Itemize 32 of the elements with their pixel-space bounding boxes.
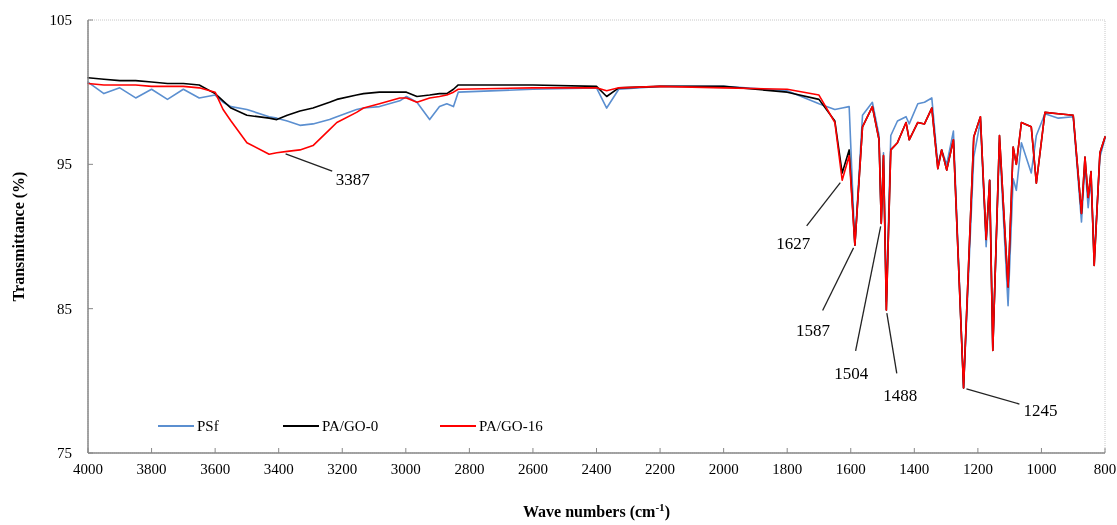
x-tick-label: 1000 bbox=[1026, 461, 1057, 477]
legend-label: PA/GO-16 bbox=[479, 418, 544, 434]
annotation: 1627 bbox=[776, 234, 811, 254]
x-tick-label: 2800 bbox=[454, 461, 485, 477]
annotation: 3387 bbox=[335, 169, 371, 189]
x-tick-label: 1200 bbox=[962, 461, 993, 477]
legend-label: PA/GO-0 bbox=[322, 418, 379, 434]
annotation: 1587 bbox=[795, 321, 831, 341]
annotation: 1245 bbox=[1023, 401, 1058, 421]
y-tick-label: 105 bbox=[49, 12, 72, 28]
x-tick-label: 2200 bbox=[645, 461, 676, 477]
x-axis-title: Wave numbers (cm$^{-1}$) bbox=[522, 501, 671, 521]
x-tick-label: 1400 bbox=[899, 461, 930, 477]
x-tick-label: 3800 bbox=[136, 461, 167, 477]
x-tick-label: 2000 bbox=[708, 461, 739, 477]
annotation: 1488 bbox=[883, 386, 918, 406]
y-tick-label: 95 bbox=[57, 156, 72, 173]
x-tick-label: 3000 bbox=[390, 461, 421, 477]
x-tick-label: 3400 bbox=[263, 461, 294, 477]
y-axis-title: Transmittance (%) bbox=[10, 171, 28, 302]
y-tick-label: 85 bbox=[57, 300, 72, 317]
legend-label: PSf bbox=[197, 418, 219, 434]
x-tick-label: 3600 bbox=[200, 461, 231, 477]
y-tick-label: 75 bbox=[57, 445, 72, 461]
x-tick-label: 2400 bbox=[581, 461, 612, 477]
x-tick-label: 3200 bbox=[327, 461, 358, 477]
x-tick-label: 4000 bbox=[73, 461, 103, 477]
x-tick-label: 800 bbox=[1093, 461, 1117, 477]
x-tick-label: 1800 bbox=[772, 461, 803, 477]
x-tick-label: 2600 bbox=[517, 461, 548, 477]
annotation: 1504 bbox=[834, 363, 869, 383]
x-tick-label: 1600 bbox=[835, 461, 866, 477]
